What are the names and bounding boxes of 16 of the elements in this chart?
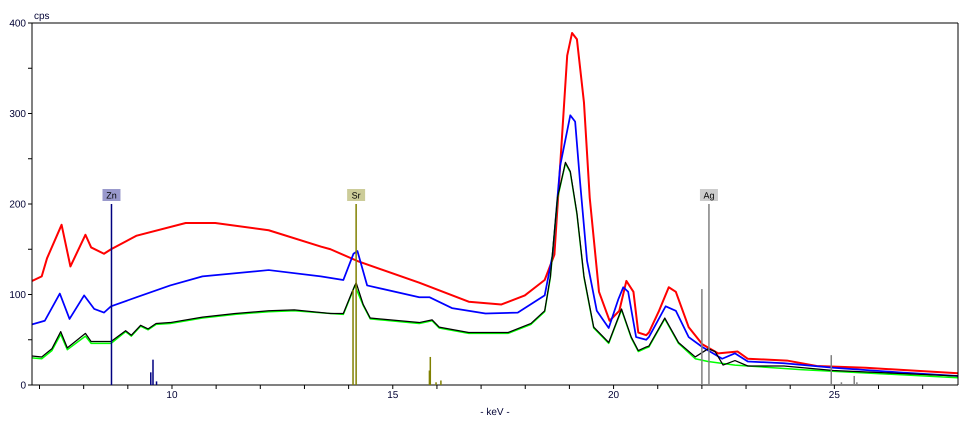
line-series — [32, 32, 958, 374]
y-tick-label: 400 — [9, 18, 26, 30]
x-axis-title: - keV - — [480, 407, 510, 418]
x-tick-label: 20 — [608, 390, 620, 402]
y-axis-title: cps — [34, 11, 50, 22]
x-tick-label: 25 — [828, 390, 840, 402]
y-tick-label: 100 — [9, 290, 26, 302]
line-series — [32, 114, 958, 377]
y-tick-label: 200 — [9, 200, 26, 211]
y-tick-label: 300 — [9, 109, 26, 120]
data-label: Ag — [703, 190, 714, 200]
data-label: Zn — [106, 190, 117, 200]
y-tick-label: 0 — [20, 380, 26, 392]
x-tick-label: 10 — [166, 390, 178, 402]
x-tick-label: 15 — [387, 390, 399, 402]
data-label: Sr — [352, 190, 361, 200]
